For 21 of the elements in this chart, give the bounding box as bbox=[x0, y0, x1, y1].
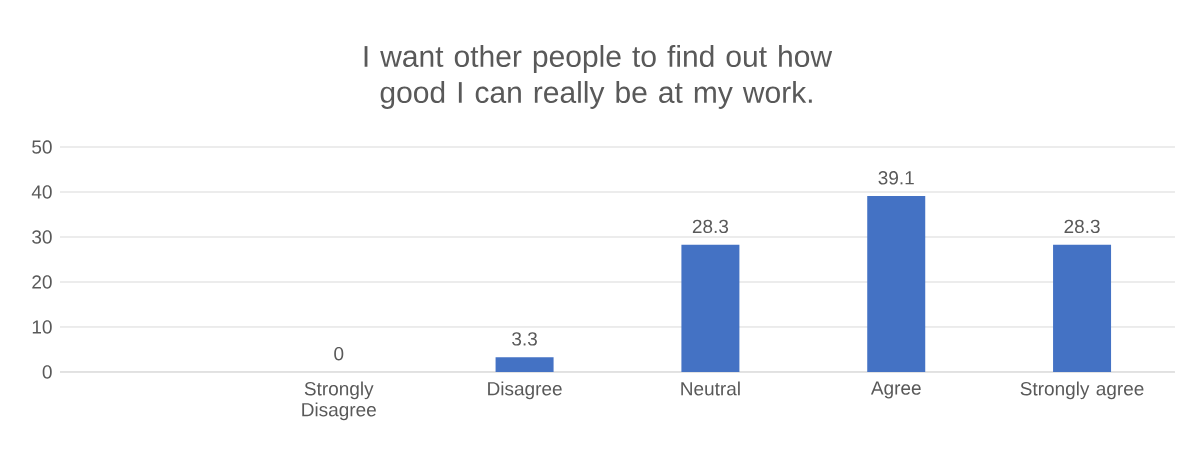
y-tick-label: 50 bbox=[32, 140, 52, 154]
y-tick-label: 0 bbox=[42, 365, 52, 379]
bar bbox=[495, 357, 554, 372]
bar bbox=[681, 244, 740, 372]
data-label: 0 bbox=[334, 347, 344, 361]
data-label: 28.3 bbox=[1064, 219, 1100, 234]
x-tick-label: Neutral bbox=[681, 381, 740, 396]
x-tick-label: Strongly agree bbox=[1020, 381, 1144, 400]
chart-title: I want other people to find out how good I can really be at my work. bbox=[364, 45, 833, 109]
y-tick-label: 20 bbox=[32, 275, 52, 289]
y-tick-label: 30 bbox=[32, 230, 52, 244]
data-label: 3.3 bbox=[512, 332, 537, 346]
data-label: 39.1 bbox=[878, 171, 914, 185]
x-tick-label: Strongly Disagree bbox=[302, 381, 376, 421]
bar bbox=[867, 196, 926, 372]
bar bbox=[1053, 244, 1112, 372]
x-tick-label: Agree bbox=[870, 381, 921, 399]
y-tick-label: 10 bbox=[32, 320, 52, 334]
y-tick-label: 40 bbox=[31, 185, 52, 199]
data-label: 28.3 bbox=[692, 219, 729, 234]
x-tick-label: Disagree bbox=[488, 381, 562, 400]
